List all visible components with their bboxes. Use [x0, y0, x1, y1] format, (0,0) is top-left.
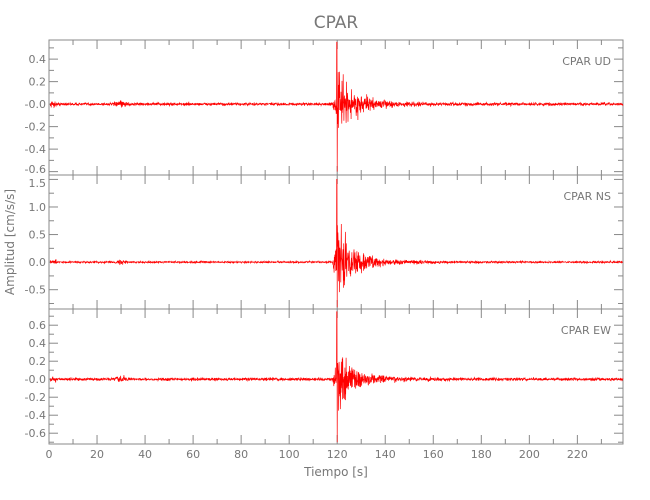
x-tick-label: 120 [327, 448, 348, 461]
panel-frame [48, 174, 624, 310]
trace-line [49, 41, 624, 172]
x-tick-label: 180 [471, 448, 492, 461]
chart-title: CPAR [314, 13, 359, 33]
y-tick-label: -0.0 [25, 98, 46, 111]
y-tick-label: -0.5 [25, 284, 46, 297]
y-tick-label: 0.5 [29, 229, 47, 242]
y-tick-label: -0.6 [25, 427, 46, 440]
y-tick-label: -0.6 [25, 163, 46, 176]
y-tick-label: 1.0 [29, 201, 47, 214]
panel-label: CPAR UD [562, 55, 611, 68]
x-tick-label: 60 [186, 448, 200, 461]
x-tick-label: 200 [519, 448, 540, 461]
y-tick-label: -0.0 [25, 373, 46, 386]
y-tick-label: 0.2 [29, 76, 47, 89]
panel-1: -0.5 0.0 0.5 1.0 1.5 CPAR NS [25, 174, 624, 310]
x-tick-label: 80 [234, 448, 248, 461]
y-tick-label: -0.4 [25, 143, 46, 156]
y-tick-label: 0.4 [29, 337, 47, 350]
y-tick-label: 0.6 [29, 319, 47, 332]
x-tick-label: 220 [567, 448, 588, 461]
y-tick-label: -0.2 [25, 121, 46, 134]
y-tick-label: 0.0 [29, 256, 47, 269]
panel-label: CPAR NS [564, 190, 612, 203]
panel-0: -0.6 -0.4 -0.2 -0.0 0.2 0.4 CPAR UD [25, 39, 624, 176]
x-tick-label: 160 [423, 448, 444, 461]
trace-line [49, 311, 624, 443]
panel-label: CPAR EW [561, 324, 611, 337]
panel-2: -0.6 -0.4 -0.2 -0.0 0.2 0.4 0.6 CPAR EW [25, 308, 624, 445]
x-tick-label: 100 [279, 448, 300, 461]
y-tick-label: -0.2 [25, 391, 46, 404]
trace-line [49, 179, 624, 308]
x-tick-label: 140 [375, 448, 396, 461]
x-tick-label: 20 [90, 448, 104, 461]
panel-frame [48, 308, 624, 445]
x-tick-label: 0 [46, 448, 53, 461]
x-tick-label: 40 [138, 448, 152, 461]
y-axis-label: Amplitud [cm/s/s] [3, 189, 17, 295]
y-tick-label: 0.4 [29, 53, 47, 66]
y-tick-label: -0.4 [25, 409, 46, 422]
y-tick-label: 1.5 [29, 177, 47, 190]
y-tick-label: 0.2 [29, 355, 47, 368]
x-axis-label: Tiempo [s] [303, 465, 368, 479]
